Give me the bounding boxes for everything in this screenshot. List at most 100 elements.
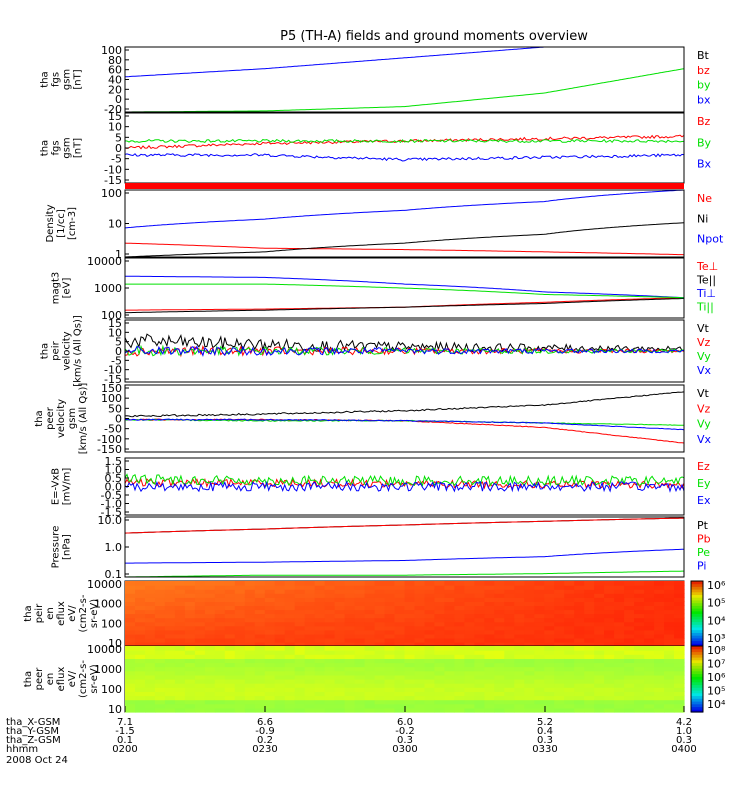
colorbar-cell	[691, 681, 703, 686]
spectrogram-cell	[554, 597, 565, 602]
spectrogram-cell	[414, 658, 426, 664]
series-Ex-line	[124, 480, 685, 493]
spectrogram-cell	[194, 674, 206, 680]
spectrogram-cell	[194, 650, 206, 655]
y-axis-label: peir	[34, 603, 45, 623]
spectrogram-cell	[604, 691, 615, 697]
y-tick-label: -15	[104, 174, 122, 187]
series-Pe-line	[125, 570, 684, 578]
spectrogram-cell	[514, 654, 525, 659]
spectrogram-cell	[454, 654, 465, 659]
spectrogram-cell	[554, 609, 565, 615]
spectrogram-cell	[214, 687, 226, 692]
y-axis-label: tha	[40, 71, 51, 87]
spectrogram-cell	[374, 679, 386, 684]
spectrogram-cell	[384, 629, 396, 635]
spectrogram-cell	[174, 691, 186, 697]
spectrogram-cell	[514, 601, 525, 606]
spectrogram-cell	[554, 585, 565, 590]
y-tick-label: 0.1	[105, 568, 123, 581]
footer-value: 0.3	[397, 735, 413, 746]
spectrogram-cell	[224, 613, 236, 619]
spectrogram-cell	[544, 589, 555, 594]
spectrogram-cell	[274, 593, 286, 598]
spectrogram-cell	[444, 613, 455, 619]
spectrogram-cell	[424, 691, 436, 697]
spectrogram-cell	[304, 613, 316, 619]
spectrogram-cell	[364, 581, 376, 586]
spectrogram-cell	[274, 581, 286, 586]
spectrogram-cell	[634, 666, 645, 672]
spectrogram-cell	[404, 589, 416, 594]
spectrogram-cell	[324, 613, 336, 619]
spectrogram-cell	[414, 687, 426, 692]
spectrogram-cell	[474, 707, 485, 713]
spectrogram-cell	[244, 674, 256, 680]
spectrogram-cell	[254, 629, 266, 635]
spectrogram-cell	[254, 625, 266, 631]
spectrogram-cell	[424, 585, 436, 590]
y-tick-label: 100	[101, 44, 122, 57]
spectrogram-cell	[145, 662, 156, 668]
spectrogram-cell	[254, 654, 266, 659]
spectrogram-cell	[145, 613, 156, 619]
spectrogram-cell	[174, 637, 186, 643]
spectrogram-cell	[324, 646, 336, 651]
spectrogram-cell	[404, 585, 416, 590]
spectrogram-cell	[474, 699, 485, 705]
spectrogram-cell	[334, 646, 346, 651]
spectrogram-cell	[244, 641, 256, 647]
spectrogram-cell	[664, 581, 675, 586]
spectrogram-cell	[334, 621, 346, 627]
spectrogram-cell	[284, 621, 296, 627]
spectrogram-cell	[274, 629, 286, 635]
spectrogram-cell	[664, 654, 675, 659]
spectrogram-cell	[204, 589, 216, 594]
spectrogram-cell	[354, 617, 366, 623]
spectrogram-cell	[534, 707, 545, 713]
spectrogram-cell	[614, 662, 625, 668]
spectrogram-cell	[204, 646, 216, 651]
spectrogram-cell	[384, 691, 396, 697]
legend-Ni: Ni	[697, 212, 708, 225]
spectrogram-cell	[284, 691, 296, 697]
spectrogram-cell	[224, 670, 236, 676]
spectrogram-cell	[284, 641, 296, 647]
spectrogram-cell	[414, 637, 426, 643]
spectrogram-cell	[125, 658, 136, 664]
spectrogram-cell	[304, 585, 316, 590]
panel-frame	[124, 516, 685, 578]
spectrogram-cell	[464, 654, 475, 659]
y-tick-label: 1.5	[105, 455, 123, 468]
spectrogram-cell	[164, 674, 176, 680]
spectrogram-cell	[334, 633, 346, 639]
spectrogram-cell	[584, 654, 595, 659]
spectrogram-cell	[274, 703, 286, 709]
spectrogram-cell	[574, 683, 585, 688]
spectrogram-cell	[234, 605, 246, 611]
spectrogram-cell	[204, 666, 216, 672]
spectrogram-cell	[514, 593, 525, 598]
spectrogram-cell	[464, 597, 475, 602]
spectrogram-cell	[454, 605, 465, 611]
spectrogram-cell	[434, 707, 445, 713]
spectrogram-cell	[154, 703, 166, 709]
spectrogram-cell	[404, 670, 416, 676]
spectrogram-cell	[644, 637, 655, 643]
spectrogram-cell	[484, 687, 495, 692]
colorbar-cell	[691, 616, 703, 620]
spectrogram-cell	[584, 641, 595, 647]
spectrogram-cell	[304, 597, 316, 602]
spectrogram-cell	[334, 637, 346, 643]
spectrogram-cell	[504, 695, 515, 701]
spectrogram-cell	[274, 601, 286, 606]
spectrogram-cell	[584, 699, 595, 705]
spectrogram-cell	[484, 641, 495, 647]
spectrogram-cell	[274, 605, 286, 611]
spectrogram-cell	[504, 707, 515, 713]
spectrogram-cell	[454, 703, 465, 709]
spectrogram-cell	[514, 699, 525, 705]
spectrogram-cell	[204, 625, 216, 631]
spectrogram-cell	[634, 662, 645, 668]
spectrogram-cell	[664, 646, 675, 651]
